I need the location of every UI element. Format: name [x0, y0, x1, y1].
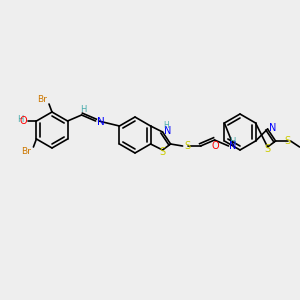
- Text: H: H: [80, 106, 87, 115]
- Text: N: N: [268, 123, 276, 133]
- Text: S: S: [160, 147, 166, 157]
- Text: O: O: [20, 116, 27, 126]
- Text: Br: Br: [37, 95, 47, 104]
- Text: N: N: [229, 141, 236, 151]
- Text: N: N: [97, 117, 104, 127]
- Text: H: H: [164, 122, 169, 130]
- Text: O: O: [212, 141, 219, 151]
- Text: S: S: [265, 144, 271, 154]
- Text: N: N: [164, 126, 171, 136]
- Text: H: H: [230, 136, 236, 146]
- Text: S: S: [184, 141, 191, 151]
- Text: H: H: [17, 116, 23, 124]
- Text: Br: Br: [22, 146, 32, 155]
- Text: S: S: [284, 136, 291, 146]
